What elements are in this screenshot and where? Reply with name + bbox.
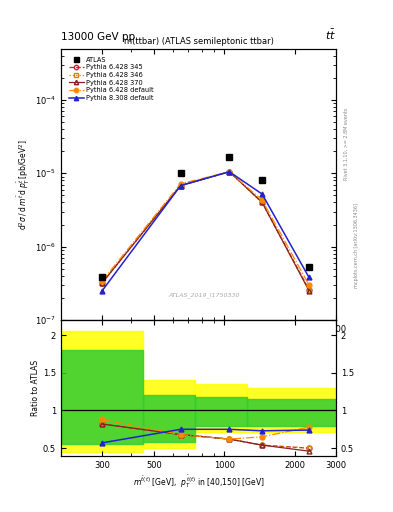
Pythia 6.428 346 [227,168,232,175]
Pythia 8.308 default [260,191,264,197]
Pythia 8.308 default [227,168,232,175]
Pythia 6.428 346 [100,280,105,286]
Pythia 8.308 default [178,182,183,188]
Pythia 6.428 346 [178,182,183,188]
Pythia 6.428 370 [260,199,264,205]
Text: Rivet 3.1.10, >= 2.8M events: Rivet 3.1.10, >= 2.8M events [344,107,349,180]
Pythia 6.428 345 [227,168,232,175]
ATLAS [227,154,232,160]
Y-axis label: $\mathrm{d}^2\sigma\,/\,\mathrm{d}\,m^{\bar{t}}\,\mathrm{d}\,p_T^{\bar{t}}\,[\ma: $\mathrm{d}^2\sigma\,/\,\mathrm{d}\,m^{\… [16,139,32,230]
Pythia 6.428 default [100,278,105,284]
Pythia 6.428 default [307,282,311,288]
Line: Pythia 6.428 345: Pythia 6.428 345 [100,169,312,292]
Text: $t\bar{t}$: $t\bar{t}$ [325,28,336,42]
Pythia 6.428 345 [178,182,183,188]
Pythia 6.428 370 [100,280,105,286]
Line: Pythia 6.428 346: Pythia 6.428 346 [100,169,312,292]
Line: Pythia 6.428 default: Pythia 6.428 default [100,169,312,287]
Legend: ATLAS, Pythia 6.428 345, Pythia 6.428 346, Pythia 6.428 370, Pythia 6.428 defaul: ATLAS, Pythia 6.428 345, Pythia 6.428 34… [67,55,156,103]
Y-axis label: Ratio to ATLAS: Ratio to ATLAS [31,360,40,416]
Pythia 6.428 370 [178,182,183,188]
Pythia 6.428 default [227,168,232,175]
ATLAS [178,170,183,176]
Pythia 8.308 default [100,288,105,294]
Pythia 6.428 346 [307,287,311,293]
Pythia 6.428 370 [227,168,232,175]
ATLAS [100,274,105,281]
Title: m(ttbar) (ATLAS semileptonic ttbar): m(ttbar) (ATLAS semileptonic ttbar) [123,37,274,47]
Text: mcplots.cern.ch [arXiv:1306.3436]: mcplots.cern.ch [arXiv:1306.3436] [354,203,359,288]
Pythia 6.428 345 [260,199,264,205]
Line: ATLAS: ATLAS [99,155,312,280]
X-axis label: $m^{\bar{t}(t)}$ [GeV],  $p_T^{\bar{t}(t)}$ in [40,150] [GeV]: $m^{\bar{t}(t)}$ [GeV], $p_T^{\bar{t}(t)… [132,474,264,490]
Pythia 6.428 345 [307,287,311,293]
Pythia 6.428 default [178,181,183,187]
Text: 13000 GeV pp: 13000 GeV pp [61,32,135,42]
Pythia 6.428 346 [260,199,264,205]
Pythia 6.428 370 [307,288,311,294]
Pythia 6.428 345 [100,280,105,286]
ATLAS [307,264,311,270]
ATLAS [260,177,264,183]
Line: Pythia 8.308 default: Pythia 8.308 default [100,169,312,293]
Line: Pythia 6.428 370: Pythia 6.428 370 [100,169,312,293]
Pythia 8.308 default [307,274,311,281]
Text: ATLAS_2019_I1750330: ATLAS_2019_I1750330 [168,292,240,298]
Pythia 6.428 default [260,197,264,203]
